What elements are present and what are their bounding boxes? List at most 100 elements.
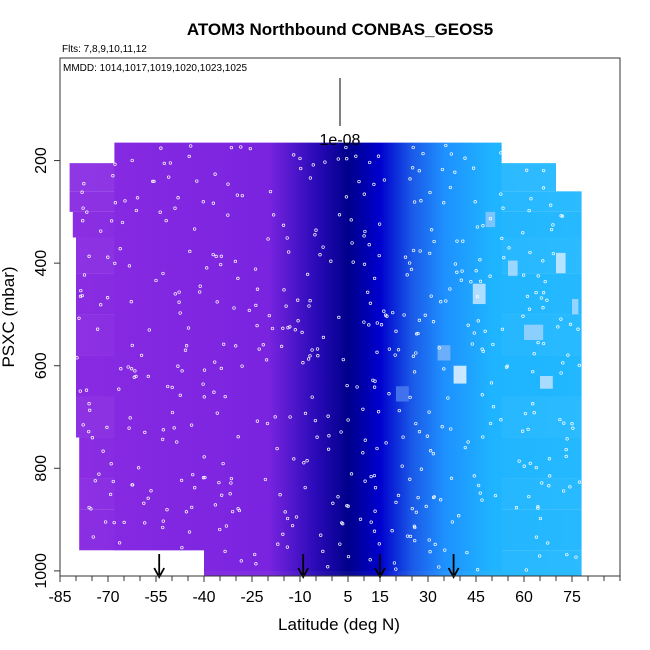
measurement-point (161, 525, 165, 530)
measurement-point (346, 418, 350, 422)
measurement-point (123, 199, 127, 203)
measurement-point (187, 154, 191, 159)
measurement-point (132, 375, 136, 379)
measurement-point (167, 175, 171, 179)
measurement-point (101, 449, 105, 453)
measurement-point (390, 529, 394, 533)
measurement-point (268, 189, 273, 194)
measurement-point (372, 529, 377, 533)
measurement-point (316, 354, 320, 358)
measurement-point (120, 220, 125, 225)
measurement-point (551, 251, 556, 256)
x-tick-label: -70 (96, 589, 119, 606)
measurement-point (192, 227, 197, 231)
measurement-point (298, 156, 302, 161)
measurement-point (547, 484, 551, 488)
measurement-point (526, 427, 530, 432)
measurement-point (149, 489, 153, 493)
measurement-point (214, 254, 218, 259)
heatmap-band (79, 478, 582, 510)
measurement-point (413, 525, 417, 530)
measurement-point (308, 176, 313, 180)
measurement-point (279, 344, 284, 349)
measurement-point (255, 419, 260, 423)
measurement-point (433, 542, 437, 547)
heatmap-highlight (485, 211, 496, 228)
measurement-point (354, 154, 358, 158)
measurement-point (303, 485, 307, 490)
measurement-point (539, 296, 544, 300)
measurement-point (548, 474, 552, 478)
measurement-point (463, 445, 467, 450)
x-tick-label: -25 (240, 589, 263, 606)
scale-label: 1e-08 (320, 132, 361, 149)
flight-arrow (297, 554, 309, 579)
measurement-point (158, 210, 162, 214)
measurement-point (517, 459, 521, 463)
x-tick-label: -85 (48, 589, 71, 606)
measurement-point (177, 290, 181, 294)
measurement-point (326, 414, 330, 418)
measurement-point (162, 161, 166, 166)
measurement-point (375, 446, 379, 451)
measurement-point (326, 565, 330, 569)
measurement-point (177, 300, 181, 304)
measurement-point (531, 369, 535, 374)
measurement-point (483, 329, 487, 333)
measurement-point (293, 328, 297, 332)
measurement-point (472, 474, 476, 478)
measurement-point (453, 262, 458, 266)
measurement-point (78, 389, 82, 393)
measurement-point (396, 493, 401, 498)
measurement-point (339, 430, 343, 434)
measurement-point (480, 498, 484, 502)
measurement-point (307, 304, 311, 308)
measurement-point (229, 145, 234, 150)
measurement-point (373, 509, 377, 513)
measurement-point (215, 411, 219, 415)
measurement-point (118, 247, 122, 251)
measurement-point (402, 313, 406, 317)
measurement-point (536, 504, 540, 509)
measurement-point (375, 350, 379, 354)
measurement-point (565, 437, 569, 441)
measurement-point (349, 472, 354, 476)
measurement-point (363, 479, 367, 483)
measurement-point (319, 533, 323, 537)
measurement-point (315, 347, 320, 351)
measurement-point (254, 303, 258, 308)
measurement-point (233, 259, 238, 264)
measurement-point (481, 224, 485, 228)
measurement-point (372, 182, 376, 187)
measurement-point (361, 451, 365, 455)
measurement-point (129, 367, 134, 371)
measurement-point (568, 322, 573, 327)
measurement-point (213, 172, 217, 176)
measurement-point (310, 348, 314, 352)
measurement-point (151, 179, 155, 184)
heatmap-band (76, 314, 582, 356)
measurement-point (521, 231, 525, 235)
x-tick-label: 45 (467, 589, 485, 606)
measurement-point (536, 506, 540, 510)
measurement-point (239, 145, 243, 149)
measurement-point (408, 534, 413, 539)
measurement-point (561, 361, 565, 365)
measurement-point (499, 418, 503, 422)
measurement-point (362, 234, 366, 238)
heatmap-highlight (540, 375, 553, 389)
measurement-point (524, 568, 528, 572)
y-axis: 200 400 600 800 1000 (33, 58, 61, 589)
measurement-point (425, 434, 430, 438)
measurement-point (541, 186, 546, 190)
measurement-point (222, 342, 226, 346)
measurement-point (198, 284, 202, 288)
chart-title: ATOM3 Northbound CONBAS_GEOS5 (187, 20, 493, 39)
measurement-point (168, 161, 173, 165)
x-tick-label: -10 (288, 589, 311, 606)
measurement-point (142, 501, 146, 505)
measurement-point (449, 152, 454, 156)
measurement-point (523, 411, 528, 416)
measurement-point (500, 327, 505, 331)
measurement-point (236, 507, 240, 511)
